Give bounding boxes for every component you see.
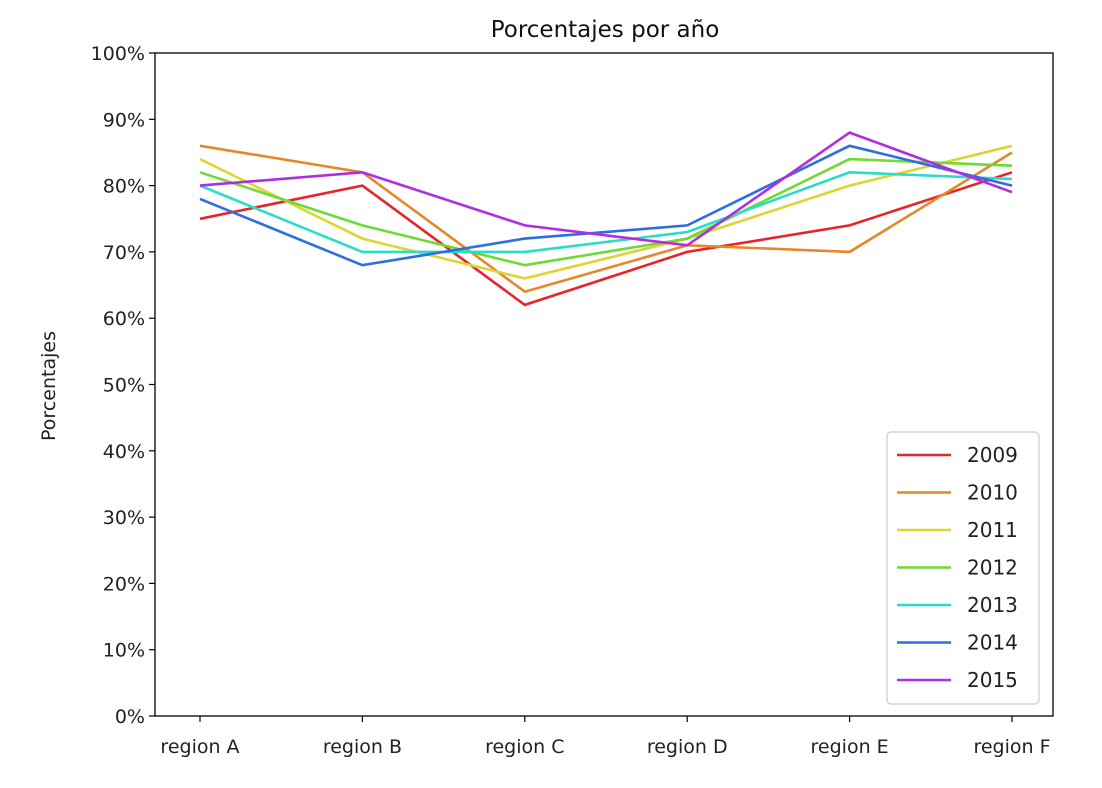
legend-label: 2014 (967, 631, 1018, 655)
x-tick-label: region A (160, 736, 239, 758)
x-tick-label: region B (323, 736, 402, 758)
y-tick-label: 100% (91, 43, 145, 65)
x-tick-label: region C (485, 736, 564, 758)
series-line-2010 (199, 144, 1013, 294)
series-line-2012 (199, 157, 1013, 267)
y-axis-label: Porcentajes (38, 331, 60, 441)
series-line-2013 (199, 170, 1013, 254)
y-tick-label: 50% (103, 375, 145, 397)
legend-box (886, 431, 1040, 705)
chart-title: Porcentajes por año (491, 17, 720, 43)
x-tick-label: region F (973, 736, 1050, 758)
series-line-2011 (199, 144, 1013, 280)
series-line-2009 (199, 171, 1013, 307)
legend: 2009 2010 2011 2012 2013 2014 2015 (886, 431, 1040, 705)
y-tick-label: 90% (103, 109, 145, 131)
y-tick-label: 0% (115, 706, 145, 728)
y-tick-label: 80% (103, 176, 145, 198)
legend-label: 2009 (967, 443, 1018, 467)
legend-label: 2013 (967, 593, 1018, 617)
y-tick-label: 70% (103, 242, 145, 264)
x-tick-label: region D (647, 736, 728, 758)
legend-label: 2012 (967, 556, 1018, 580)
legend-label: 2011 (967, 518, 1018, 542)
plot-area: 0% 10% 20% 30% 40% 50% 60% 70% 80% 90% 100% region … (91, 43, 1054, 758)
x-tick-label: region E (811, 736, 889, 758)
y-tick-label: 30% (103, 507, 145, 529)
legend-label: 2015 (967, 668, 1018, 692)
y-tick-label: 60% (103, 308, 145, 330)
y-tick-label: 10% (103, 640, 145, 662)
y-tick-label: 20% (103, 573, 145, 595)
legend-label: 2010 (967, 481, 1018, 505)
series-line-2015 (199, 131, 1013, 247)
series-line-2014 (199, 144, 1013, 267)
y-tick-label: 40% (103, 441, 145, 463)
